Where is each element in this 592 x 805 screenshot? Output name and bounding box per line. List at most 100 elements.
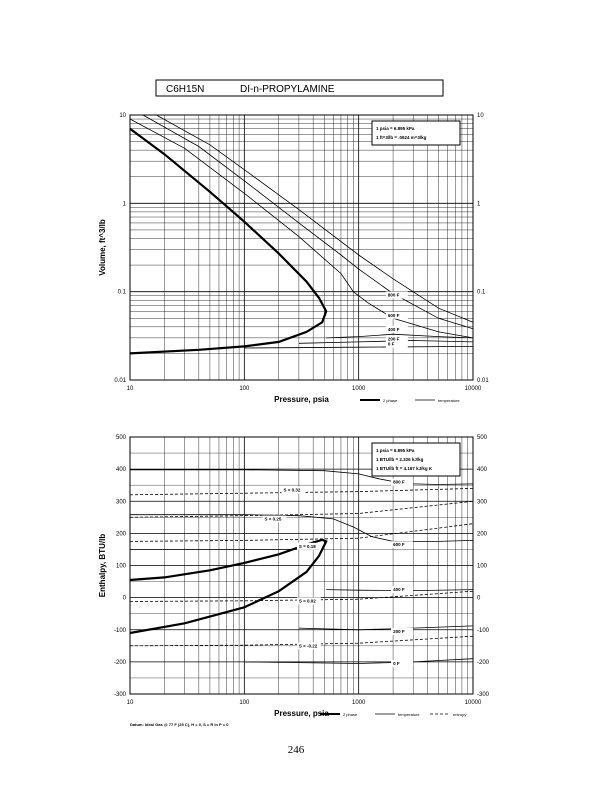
entropy-line [129,500,474,518]
x-axis-label: Pressure, psia [274,395,329,404]
x-tick-label: 100 [239,386,250,392]
units-legend-line: 1 ft^3/lb = .0624 m^3/kg [376,135,427,140]
y-tick-label-right: 100 [477,564,488,570]
x-tick-label: 1000 [352,386,366,392]
isotherm-label: 200 F [388,337,400,342]
units-legend-line: 1 BTU/lb = 2.326 kJ/kg [376,457,424,462]
isotherm-line [130,469,474,485]
isotherm-label: 400 F [388,327,400,332]
isotherm-label: 800 F [393,480,405,485]
isotherm-label-bg [391,586,414,594]
isotherm-label-bg [385,335,408,343]
isotherm-label-bg [385,340,408,348]
entropy-label-bg [296,642,321,650]
y-tick-label-left: 200 [116,531,127,537]
isotherm-label-bg [391,627,414,635]
isotherm-label-bg [385,291,408,299]
entropy-label: S = 0.32 [283,488,300,493]
units-legend-line: 1 psia = 6.895 kPa [376,448,415,453]
entropy-line [129,523,474,542]
entropy-label-bg [296,542,321,550]
datum-footnote: Datum: Ideal Gas @ 77 F (25 C), H = 0, S… [130,722,229,727]
units-legend-box [371,120,461,146]
entropy-label-bg [262,515,287,523]
x-axis-label: Pressure, psia [274,709,329,718]
entropy-label: S = 0.02 [299,598,316,603]
y-tick-label-right: 400 [477,467,488,473]
x-tick-label: 10000 [465,386,482,392]
entropy-label-bg [281,486,306,494]
y-tick-label-left: 10 [119,113,126,119]
y-tick-label-left: 500 [116,435,127,441]
units-legend-line: 1 BTU/lb ft = 4.187 kJ/kg K [376,466,433,471]
y-tick-label-left: 0.1 [118,290,127,296]
y-axis-label: Volume, ft^3/lb [98,219,107,276]
y-tick-label-left: 1 [123,201,127,207]
y-tick-label-left: 300 [116,499,127,505]
y-tick-label-right: 200 [477,531,488,537]
entropy-label: S = 0.25 [264,517,281,522]
y-tick-label-left: 0 [123,596,127,602]
legend-label: 2 phase [383,398,398,403]
header-box [155,79,444,97]
isotherm-label-bg [385,311,408,319]
header-compound-name: DI-n-PROPYLAMINE [240,84,335,95]
isotherm-label: 200 F [393,629,405,634]
legend-label: 2 phase [343,712,358,717]
y-tick-label-right: 0.01 [477,378,489,384]
y-tick-label-right: -100 [477,628,490,634]
entropy-label-bg [296,597,321,605]
chart-1: 10 100 1000 10000 0.01 0.01 0.1 0.1 1 1 10 10 Pressu… [98,113,489,404]
isotherm-line [326,333,474,339]
page-number: 246 [287,744,305,756]
y-tick-label-left: -100 [114,628,127,634]
units-legend-line: 1 psia = 6.895 kPa [376,126,415,131]
units-legend-box [371,442,461,477]
header-formula: C6H15N [166,84,204,95]
legend-label: temperature [398,712,420,717]
x-tick-label: 10 [127,386,134,392]
isotherm-label: 800 F [388,293,400,298]
isotherm-label-bg [391,660,414,668]
entropy-label: S = 0.18 [299,544,316,549]
isotherm-line [142,114,474,330]
chart-2: 10 100 1000 10000-300 -300-200 -200-100 -1000 0… [98,435,490,727]
isotherm-line [244,346,474,349]
x-tick-label: 100 [239,700,250,706]
isotherm-label: 0 F [393,661,400,666]
x-tick-label: 1000 [352,700,366,706]
two-phase-curve [129,127,328,355]
plot-frame [129,436,474,695]
isotherm-label: 600 F [388,313,400,318]
y-tick-label-right: 500 [477,435,488,441]
isotherm-label-bg [391,478,414,486]
y-tick-label-left: 0.01 [114,378,126,384]
isotherm-line [298,625,474,631]
x-tick-label: 10 [127,700,134,706]
x-tick-label: 10000 [465,700,482,706]
y-tick-label-left: 400 [116,467,127,473]
y-axis-label: Enthalpy, BTU/lb [98,534,107,598]
isotherm-line [130,514,474,542]
isotherm-label-bg [385,325,408,333]
isotherm-label: 600 F [393,542,405,547]
y-tick-label-left: 100 [116,564,127,570]
legend-label: temperature [438,398,460,403]
y-tick-label-left: -300 [114,692,127,698]
y-tick-label-right: 1 [477,201,481,207]
y-tick-label-left: -200 [114,660,127,666]
y-tick-label-right: -300 [477,692,490,698]
isotherm-label-bg [391,541,414,549]
isotherm-line [326,589,474,592]
plot-frame [129,114,474,381]
y-tick-label-right: -200 [477,660,490,666]
isotherm-line [129,118,474,339]
isotherm-line [244,658,474,664]
y-tick-label-right: 0 [477,596,481,602]
y-tick-label-right: 10 [477,113,484,119]
y-tick-label-right: 300 [477,499,488,505]
isotherm-line [156,114,474,323]
isotherm-label: 400 F [393,587,405,592]
